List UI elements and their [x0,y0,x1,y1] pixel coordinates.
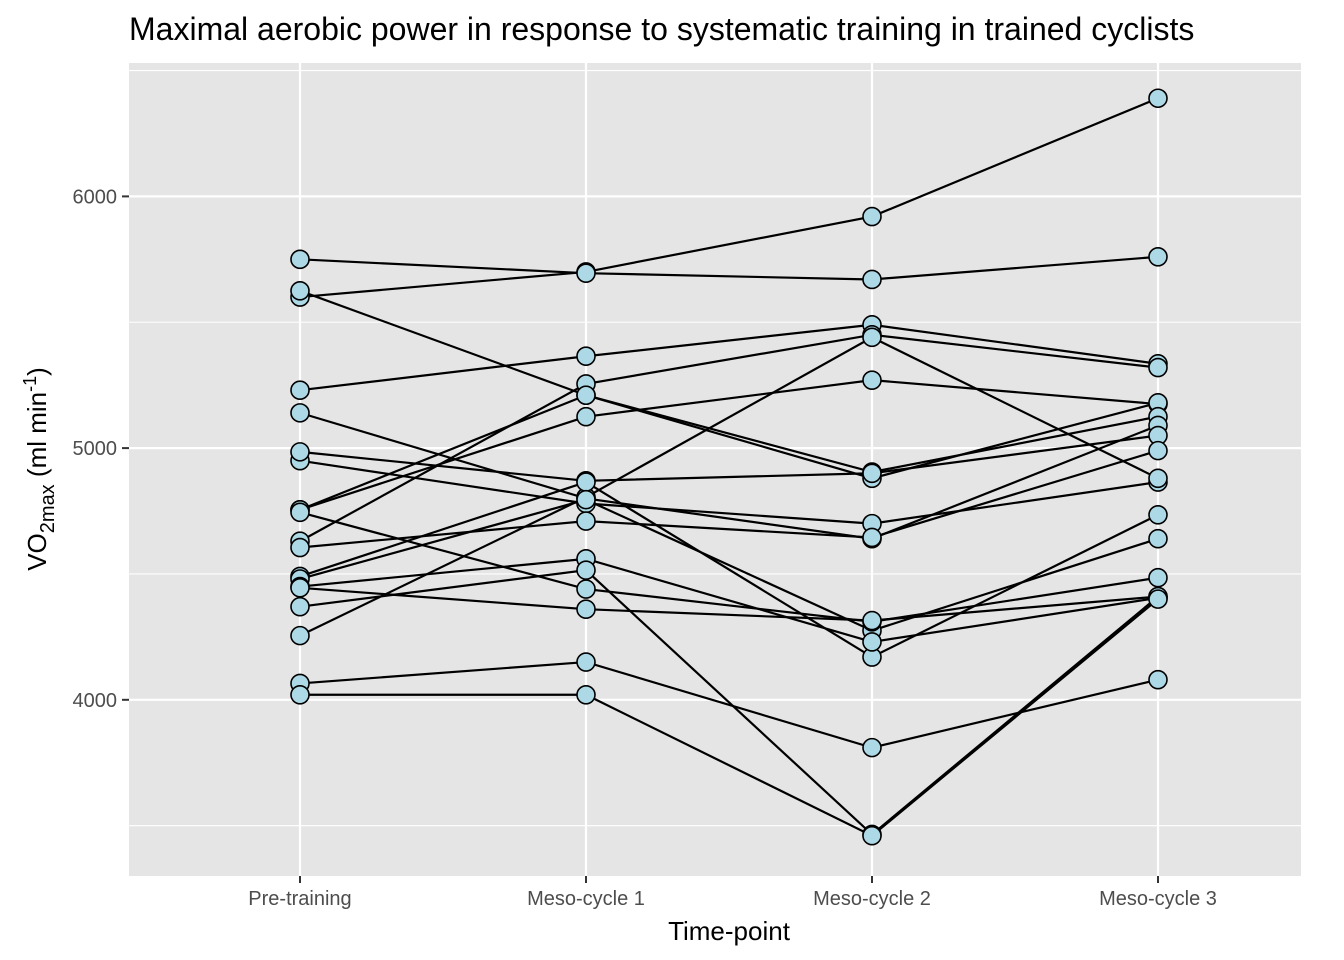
data-point [290,596,310,617]
data-point [1148,567,1168,588]
data-point [1148,357,1168,378]
data-point [290,442,310,462]
series-line [299,557,1159,644]
x-axis-title: Time-point [668,916,791,946]
data-point [576,599,596,619]
series-line [299,411,1159,540]
series-line [299,336,1159,637]
data-point [1148,440,1168,461]
data-point [576,560,596,580]
y-tick-label: 6000 [73,186,118,208]
series-line [299,660,1159,749]
series-line [299,569,1159,836]
data-point [290,403,310,423]
data-point [290,537,310,558]
series-line [299,480,1159,659]
data-point [576,511,596,531]
series-lines [299,97,1159,838]
chart-title: Maximal aerobic power in response to sys… [129,11,1194,47]
data-point [862,327,882,348]
series-line [299,394,1159,511]
y-axis-title-subscript: 2max [37,484,59,533]
data-point [576,472,596,492]
series-line [299,323,1159,392]
series-line [299,586,1159,622]
data-point [862,527,882,548]
data-point [1148,468,1168,489]
data-point [290,578,310,598]
data-point [576,385,596,406]
series-line [299,498,1159,632]
y-axis-title-base: VO [22,533,52,571]
series-line [299,97,1159,299]
data-point [576,652,596,672]
data-point [862,610,882,631]
data-point [290,249,310,270]
series-line [299,255,1159,281]
data-point [576,684,596,705]
data-point [576,489,596,510]
y-tick-label: 5000 [73,438,118,460]
series-line [299,434,1159,482]
data-point [290,684,310,705]
series-line [299,511,1159,623]
series-line [299,289,1159,474]
data-point [576,346,596,367]
data-point [862,269,882,290]
data-point [576,406,596,427]
data-point [290,625,310,646]
series-line [299,379,1159,511]
data-point [862,463,882,484]
x-tick-label: Meso-cycle 2 [813,888,931,910]
data-point [290,502,310,523]
y-axis-title-superscript: -1 [20,376,40,392]
x-tick-label: Pre-training [248,888,351,910]
data-point [576,263,596,283]
y-axis-title-unit: (ml min [22,392,52,484]
data-point [862,206,882,227]
data-point [290,380,310,401]
series-line [300,598,1159,838]
series-line [299,449,1159,549]
y-axis-title-close: ) [22,367,52,376]
y-tick-label: 4000 [73,690,118,712]
data-point [862,737,882,758]
x-axis: Pre-training Meso-cycle 1 Meso-cycle 2 Meso… [248,876,1217,910]
data-point [1148,88,1168,109]
data-point [1148,589,1168,609]
plot-panel [129,63,1301,876]
data-point [1148,528,1168,549]
data-point [862,370,882,390]
minor-gridlines [129,70,1301,827]
series-points [290,88,1168,846]
y-axis: 4000 5000 6000 [73,186,129,712]
data-point [1148,505,1168,525]
series-line [299,459,1159,525]
data-point [1148,247,1168,267]
data-point [576,579,596,599]
x-tick-label: Meso-cycle 3 [1099,888,1217,910]
data-point [290,280,310,301]
y-axis-title: VO2max (ml min-1) [20,367,59,571]
data-point [862,632,882,652]
data-point [862,825,882,846]
x-tick-label: Meso-cycle 1 [527,888,645,910]
data-point [1148,669,1168,690]
